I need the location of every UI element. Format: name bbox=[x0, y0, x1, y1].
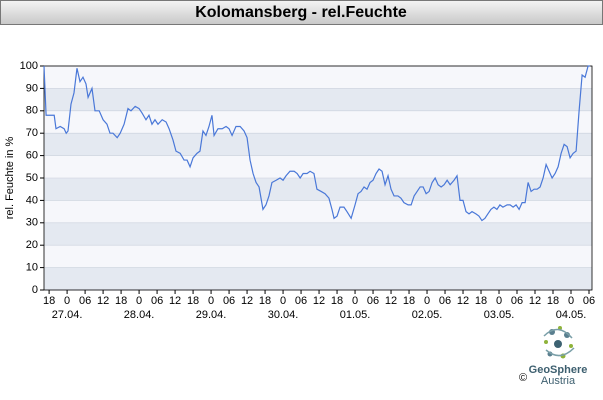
band bbox=[44, 267, 592, 290]
x-tick-label: 12 bbox=[169, 295, 181, 307]
logo-dot bbox=[569, 344, 573, 348]
y-axis-label: rel. Feuchte in % bbox=[4, 137, 16, 220]
band bbox=[44, 66, 592, 89]
x-tick-label: 0 bbox=[424, 295, 430, 307]
band bbox=[44, 133, 592, 156]
x-tick-label: 0 bbox=[352, 295, 358, 307]
x-tick-label: 18 bbox=[403, 295, 415, 307]
logo-swirl bbox=[543, 328, 575, 357]
band bbox=[44, 245, 592, 268]
logo-dot bbox=[544, 340, 548, 344]
y-tick-label: 20 bbox=[26, 239, 38, 251]
y-tick-label: 100 bbox=[20, 60, 38, 72]
x-tick-label: 12 bbox=[457, 295, 469, 307]
x-tick-label: 18 bbox=[331, 295, 343, 307]
band bbox=[44, 200, 592, 223]
x-tick-label: 0 bbox=[64, 295, 70, 307]
x-tick-label: 18 bbox=[187, 295, 199, 307]
y-tick-label: 0 bbox=[32, 284, 38, 296]
x-tick-label: 12 bbox=[529, 295, 541, 307]
date-label: 03.05. bbox=[484, 309, 515, 321]
data-line bbox=[43, 65, 590, 222]
plot-frame bbox=[43, 65, 593, 291]
y-tick-label: 30 bbox=[26, 217, 38, 229]
x-tick-label: 18 bbox=[115, 295, 127, 307]
x-tick-label: 0 bbox=[568, 295, 574, 307]
x-tick-label: 06 bbox=[79, 295, 91, 307]
logo bbox=[543, 326, 575, 359]
x-tick-label: 0 bbox=[496, 295, 502, 307]
x-tick-label: 0 bbox=[280, 295, 286, 307]
x-tick-label: 0 bbox=[136, 295, 142, 307]
date-label: 04.05. bbox=[556, 309, 587, 321]
band bbox=[44, 88, 592, 111]
x-tick-label: 06 bbox=[439, 295, 451, 307]
date-label: 30.04. bbox=[268, 309, 299, 321]
y-tick-label: 50 bbox=[26, 172, 38, 184]
country: Austria bbox=[541, 375, 576, 387]
x-tick-label: 06 bbox=[295, 295, 307, 307]
x-tick-label: 18 bbox=[547, 295, 559, 307]
chart-title: Kolomansberg - rel.Feuchte bbox=[195, 4, 407, 21]
y-tick-label: 60 bbox=[26, 150, 38, 162]
band bbox=[44, 110, 592, 134]
y-tick-label: 70 bbox=[26, 127, 38, 139]
date-label: 02.05. bbox=[412, 309, 443, 321]
band bbox=[44, 222, 592, 246]
x-tick-label: 18 bbox=[259, 295, 271, 307]
x-tick-label: 12 bbox=[313, 295, 325, 307]
x-tick-label: 12 bbox=[385, 295, 397, 307]
date-label: 28.04. bbox=[124, 309, 155, 321]
date-label: 29.04. bbox=[196, 309, 227, 321]
x-tick-label: 12 bbox=[97, 295, 109, 307]
y-tick-label: 80 bbox=[26, 105, 38, 117]
logo-dot bbox=[554, 340, 562, 348]
copyright: © bbox=[519, 372, 527, 384]
x-tick-label: 18 bbox=[475, 295, 487, 307]
x-tick-label: 12 bbox=[241, 295, 253, 307]
x-tick-label: 06 bbox=[511, 295, 523, 307]
y-tick-label: 10 bbox=[26, 262, 38, 274]
x-tick-label: 06 bbox=[223, 295, 235, 307]
y-tick-label: 40 bbox=[26, 194, 38, 206]
brand: GeoSphere bbox=[529, 364, 588, 376]
x-tick-label: 06 bbox=[151, 295, 163, 307]
title-bar bbox=[0, 0, 603, 25]
date-label: 27.04. bbox=[52, 309, 83, 321]
x-tick-label: 18 bbox=[43, 295, 55, 307]
x-tick-label: 06 bbox=[583, 295, 595, 307]
x-tick-label: 06 bbox=[367, 295, 379, 307]
date-label: 01.05. bbox=[340, 309, 371, 321]
x-tick-label: 0 bbox=[208, 295, 214, 307]
band bbox=[44, 155, 592, 178]
y-tick-label: 90 bbox=[26, 82, 38, 94]
